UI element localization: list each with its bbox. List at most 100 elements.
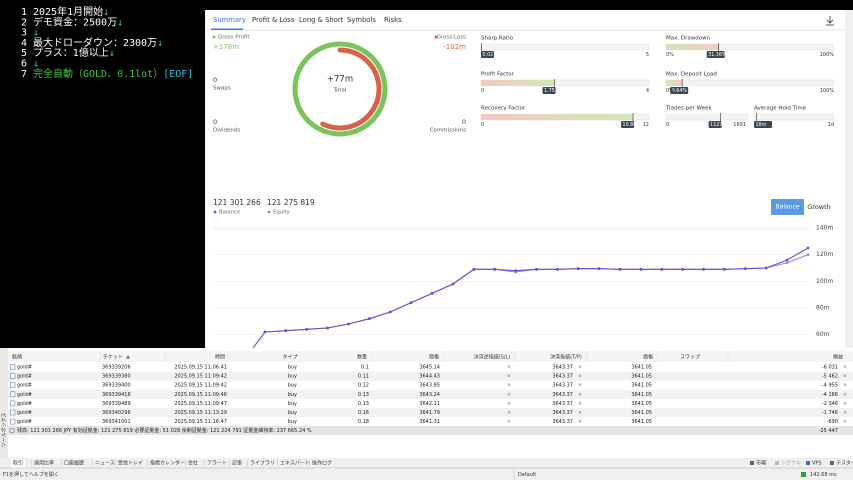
- close-x[interactable]: ×: [843, 374, 847, 380]
- cell-type: buy: [288, 419, 297, 425]
- point: [702, 267, 705, 271]
- toolbox-tab[interactable]: ニュース: [95, 461, 115, 467]
- cell-current: 3641.05: [631, 392, 652, 398]
- line-text: デモ資金：2500万: [33, 15, 117, 28]
- cell-type: buy: [288, 374, 297, 380]
- report-tab[interactable]: Symbols: [347, 16, 376, 24]
- close-x[interactable]: ×: [507, 401, 511, 407]
- cell-profit: -4 186: [822, 392, 838, 398]
- column-header[interactable]: 損益: [833, 354, 843, 361]
- cell-time: 2025.09.15 11:13:29: [174, 410, 227, 416]
- line-end-mark: ↓: [117, 17, 123, 28]
- toolbox-tab[interactable]: ライブラリ: [250, 460, 275, 467]
- metric-max: 12: [643, 122, 649, 128]
- close-x[interactable]: ×: [578, 383, 582, 389]
- close-x[interactable]: ×: [578, 365, 582, 371]
- scrollbar[interactable]: [845, 10, 853, 348]
- line-number: 4: [21, 38, 27, 49]
- toolbox-tab[interactable]: 取引: [13, 460, 23, 467]
- toolbox-tab[interactable]: 口座履歴: [64, 460, 84, 467]
- button-bg[interactable]: [771, 199, 804, 215]
- side-tab[interactable]: テスター: [836, 460, 853, 467]
- y-tick-label: 80m: [816, 305, 830, 312]
- cell-profit: -1 746: [822, 410, 838, 416]
- line-end-mark: ↓: [33, 59, 39, 70]
- line-end-mark: ↓: [109, 48, 115, 59]
- column-header[interactable]: 銘柄: [12, 354, 22, 361]
- cell-price: 3643.85: [419, 383, 440, 389]
- close-x[interactable]: ×: [843, 401, 847, 407]
- report-tab[interactable]: Risks: [384, 16, 402, 24]
- side-tab[interactable]: 市場: [756, 460, 766, 467]
- toolbox-tab[interactable]: 受信トレイ: [118, 460, 143, 467]
- tabbar: [0, 458, 853, 468]
- column-header[interactable]: スワップ: [680, 355, 700, 361]
- cell-type: buy: [288, 392, 297, 398]
- metric-bar: [481, 114, 634, 120]
- toolbox-tab[interactable]: 操作ログ: [312, 460, 332, 467]
- report-tab[interactable]: Profit & Loss: [252, 16, 295, 24]
- toolbox-tab[interactable]: 指標カレンダー: [150, 460, 185, 467]
- toolbox-tab[interactable]: 記事: [232, 460, 242, 467]
- active-tab-underline: [211, 28, 243, 30]
- close-x[interactable]: ×: [843, 410, 847, 416]
- toolbox-tab[interactable]: 会社: [188, 460, 198, 467]
- toolbox-tab[interactable]: アラート: [207, 461, 227, 467]
- point: [806, 253, 810, 257]
- column-header[interactable]: 決済逆指値(S/L): [474, 354, 511, 361]
- toolbox-tab[interactable]: 運用比率: [34, 460, 54, 467]
- active-tab: [9, 457, 27, 469]
- legend-label: Equity: [273, 210, 290, 216]
- row-icon: [10, 382, 16, 388]
- close-x[interactable]: ×: [578, 392, 582, 398]
- cell-tp: 3643.37: [552, 392, 573, 398]
- close-x[interactable]: ×: [507, 419, 511, 425]
- close-x[interactable]: ×: [578, 419, 582, 425]
- report-tab[interactable]: Long & Short: [299, 16, 344, 24]
- point: [430, 291, 434, 295]
- close-x[interactable]: ×: [507, 392, 511, 398]
- column-header[interactable]: 時間: [215, 355, 225, 361]
- sort-arrow: [126, 355, 130, 359]
- close-x[interactable]: ×: [843, 383, 847, 389]
- close-x[interactable]: ×: [507, 410, 511, 416]
- close-x[interactable]: ×: [507, 383, 511, 389]
- balance-button[interactable]: Balance: [776, 204, 800, 211]
- close-x[interactable]: ×: [578, 374, 582, 380]
- close-x[interactable]: ×: [578, 401, 582, 407]
- metric-bar: [754, 114, 757, 120]
- cell-time: 2025.09.15 11:16:47: [174, 419, 227, 425]
- metric-min: 0: [481, 88, 484, 94]
- side-tab[interactable]: シグナル: [781, 460, 801, 467]
- column-header[interactable]: チケット: [103, 354, 123, 361]
- report-tab[interactable]: Summary: [213, 16, 246, 24]
- metric-track: [480, 43, 650, 51]
- column-header[interactable]: 数量: [357, 354, 367, 361]
- column-header[interactable]: 価格: [429, 354, 439, 361]
- growth-button[interactable]: Growth: [807, 203, 831, 211]
- close-x[interactable]: ×: [507, 365, 511, 371]
- download-icon[interactable]: [826, 16, 834, 26]
- legend-value: 121 301 266: [213, 198, 261, 207]
- side-tab[interactable]: VPS: [812, 461, 822, 467]
- column-header[interactable]: タイプ: [282, 354, 297, 361]
- column-header[interactable]: 決済指値(T/P): [550, 354, 582, 361]
- metric-max: 1691: [733, 122, 746, 128]
- line-text: 最大ドローダウン：2300万: [33, 36, 157, 49]
- close-x[interactable]: ×: [843, 392, 847, 398]
- series-entry: [252, 331, 266, 348]
- close-x[interactable]: ×: [507, 374, 511, 380]
- point: [409, 301, 413, 305]
- close-x[interactable]: ×: [843, 365, 847, 371]
- metric-value-bg: [621, 121, 635, 128]
- metric-label: Profit Factor: [481, 72, 515, 78]
- cell-profit: -5 462: [822, 374, 838, 380]
- toolbox-tab[interactable]: エキスパート: [280, 461, 310, 467]
- row-icon: [10, 391, 16, 398]
- close-x[interactable]: ×: [578, 410, 582, 416]
- column-header[interactable]: 価格: [643, 354, 653, 361]
- cell-tp: 3643.37: [552, 410, 573, 416]
- close-x[interactable]: ×: [843, 419, 847, 425]
- point: [493, 267, 497, 271]
